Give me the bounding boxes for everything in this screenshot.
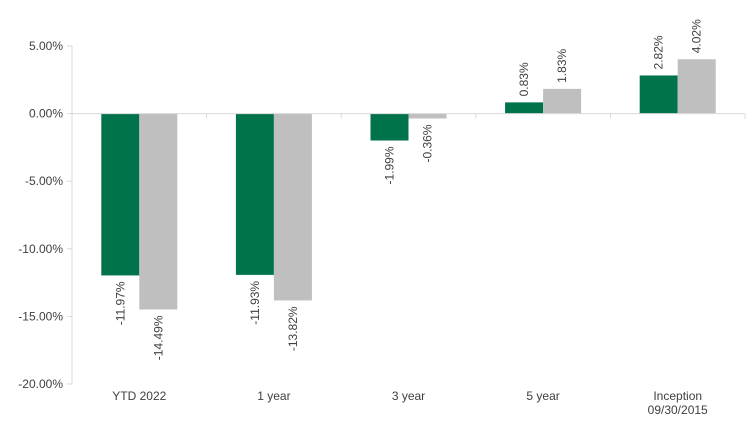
data-labels: -11.97% -11.93% -1.99% 0.83% 2.82% -14.49% -13… <box>113 19 703 360</box>
bar-series-2 <box>408 113 447 119</box>
bar-series-1 <box>235 113 274 275</box>
bar-series-2 <box>139 113 178 310</box>
x-category-label: YTD 2022 <box>112 389 166 403</box>
data-label: -1.99% <box>383 146 397 184</box>
y-tick-label: -15.00% <box>18 309 63 323</box>
x-category-label: 1 year <box>257 389 290 403</box>
bar-series-1 <box>639 75 678 114</box>
x-category-label: 3 year <box>392 389 425 403</box>
y-tick-label: 0.00% <box>29 107 63 121</box>
x-axis: YTD 2022 1 year 3 year 5 year Inception09/30… <box>71 113 746 417</box>
data-label: 2.82% <box>652 35 666 69</box>
bar-series-1 <box>370 113 409 141</box>
y-axis: 5.00% 0.00% -5.00% -10.00% -15.00% -20.00% <box>18 39 73 391</box>
x-category-label: 09/30/2015 <box>648 403 708 417</box>
y-tick-label: 5.00% <box>29 39 63 53</box>
bar-series-2 <box>677 59 716 114</box>
bar-series-2 <box>543 88 582 114</box>
bar-series-1 <box>101 113 140 276</box>
y-tick-label: -20.00% <box>18 377 63 391</box>
data-label: 4.02% <box>690 19 704 53</box>
data-label: -11.93% <box>248 281 262 325</box>
bars <box>101 59 716 310</box>
x-category-label: Inception <box>653 389 702 403</box>
y-tick-label: -10.00% <box>18 242 63 256</box>
x-category-label: 5 year <box>526 389 559 403</box>
data-label: -11.97% <box>113 281 127 325</box>
bar-series-1 <box>505 102 544 114</box>
data-label: 0.83% <box>517 62 531 96</box>
data-label: -13.82% <box>286 306 300 351</box>
y-tick-label: -5.00% <box>25 174 63 188</box>
data-label: -0.36% <box>421 124 435 162</box>
data-label: -14.49% <box>151 315 165 360</box>
data-label: 1.83% <box>555 49 569 83</box>
bar-series-2 <box>273 113 312 301</box>
